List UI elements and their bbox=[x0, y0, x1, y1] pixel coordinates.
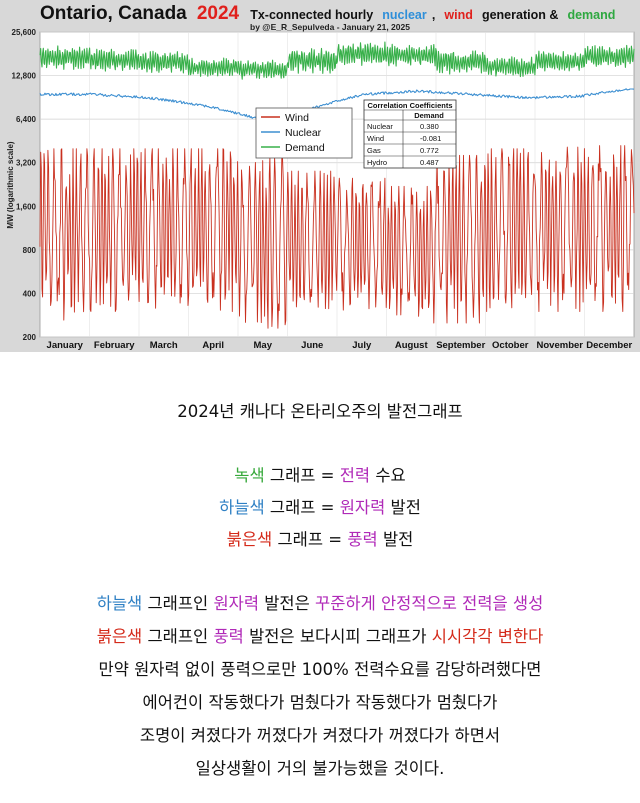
x-tick-label: March bbox=[150, 340, 178, 351]
series-line-nuclear bbox=[39, 88, 635, 119]
corr-title: Correlation Coefficients bbox=[367, 101, 452, 110]
series-line-wind bbox=[39, 145, 635, 329]
caption-text: 수요 bbox=[370, 466, 406, 485]
corr-value-nuclear: 0.380 bbox=[420, 122, 439, 131]
caption-legend-red: 붉은색 그래프 = 풍력 발전 bbox=[0, 526, 640, 550]
caption-text: 발전은 bbox=[259, 594, 316, 613]
y-tick-label: 6,400 bbox=[16, 115, 37, 124]
title-generation: generation & bbox=[482, 8, 558, 22]
caption-text: 그래프인 bbox=[142, 627, 214, 646]
corr-header: Demand bbox=[414, 111, 444, 120]
x-tick-label: August bbox=[395, 340, 429, 351]
caption-blue-word: 하늘색 bbox=[96, 594, 143, 613]
legend-label-nuclear: Nuclear bbox=[285, 127, 322, 139]
corr-label-gas: Gas bbox=[367, 146, 381, 155]
series-layer bbox=[39, 41, 635, 329]
caption-heading: 2024년 캐나다 온타리오주의 발전그래프 bbox=[177, 402, 463, 421]
x-tick-label: May bbox=[254, 340, 273, 351]
axes: 200 400 800 1,600 3,200 6,400 12,800 25,600 Janu… bbox=[12, 28, 633, 351]
caption-power-word: 전력 bbox=[339, 466, 371, 485]
y-tick-label: 3,200 bbox=[16, 159, 37, 168]
caption-nuclear-word: 원자력 bbox=[213, 594, 259, 613]
caption-text: 그래프인 bbox=[142, 594, 214, 613]
y-tick-label: 400 bbox=[23, 289, 37, 298]
corr-label-nuclear: Nuclear bbox=[367, 122, 393, 131]
x-tick-label: January bbox=[47, 340, 84, 351]
legend-label-demand: Demand bbox=[285, 142, 325, 154]
caption-text: 그래프 = bbox=[264, 498, 340, 517]
caption-legend-green: 녹색 그래프 = 전력 수요 bbox=[0, 462, 640, 486]
chart-subtitle: by @E_R_Sepulveda - January 21, 2025 bbox=[250, 22, 410, 32]
chart-svg: Ontario, Canada 2024 Tx-connected hourly… bbox=[0, 0, 640, 352]
chart-figure: Ontario, Canada 2024 Tx-connected hourly… bbox=[0, 0, 640, 352]
caption-paragraph-2: 붉은색 그래프인 풍력 발전은 보다시피 그래프가 시시각각 변한다 bbox=[0, 623, 640, 647]
caption-emphasis: 시시각각 변한다 bbox=[431, 627, 544, 646]
caption-paragraph-6: 일상생활이 거의 불가능했을 것이다. bbox=[195, 759, 445, 778]
caption-red-word: 붉은색 bbox=[226, 530, 273, 549]
x-tick-label: February bbox=[94, 340, 135, 351]
corr-value-wind: -0.081 bbox=[420, 134, 441, 143]
caption-emphasis: 꾸준하게 안정적으로 전력을 생성 bbox=[315, 594, 544, 613]
x-tick-label: November bbox=[537, 340, 584, 351]
legend-label-wind: Wind bbox=[285, 112, 309, 124]
caption-text: 그래프 = bbox=[272, 530, 348, 549]
caption-blue-word: 하늘색 bbox=[219, 498, 265, 517]
caption-paragraph-5: 조명이 켜졌다가 꺼졌다가 켜졌다가 꺼졌다가 하면서 bbox=[139, 726, 501, 745]
x-tick-label: September bbox=[436, 340, 485, 351]
caption-legend-blue: 하늘색 그래프 = 원자력 발전 bbox=[0, 494, 640, 518]
caption-wind-word: 풍력 bbox=[347, 530, 378, 549]
caption-green-word: 녹색 bbox=[234, 466, 265, 485]
x-tick-label: April bbox=[202, 340, 224, 351]
series-line-demand bbox=[39, 41, 635, 80]
x-tick-label: June bbox=[301, 340, 323, 351]
y-tick-label: 1,600 bbox=[16, 202, 37, 211]
corr-value-hydro: 0.487 bbox=[420, 158, 439, 167]
title-sep: , bbox=[432, 8, 435, 22]
corr-label-hydro: Hydro bbox=[367, 158, 387, 167]
caption-paragraph-3: 만약 원자력 없이 풍력으로만 100% 전력수요를 감당하려했다면 bbox=[98, 660, 542, 679]
x-tick-label: July bbox=[352, 340, 372, 351]
title-nuclear: nuclear bbox=[382, 8, 427, 22]
chart-title: Ontario, Canada 2024 Tx-connected hourly… bbox=[40, 3, 615, 24]
x-tick-label: December bbox=[586, 340, 632, 351]
caption-red-word: 붉은색 bbox=[96, 627, 143, 646]
title-demand: demand bbox=[567, 8, 615, 22]
caption-nuclear-word: 원자력 bbox=[339, 498, 386, 517]
caption-paragraph-4: 에어컨이 작동했다가 멈췄다가 작동했다가 멈췄다가 bbox=[142, 693, 498, 712]
caption-text: 발전 bbox=[385, 498, 421, 517]
title-wind: wind bbox=[443, 8, 472, 22]
caption-paragraph-1: 하늘색 그래프인 원자력 발전은 꾸준하게 안정적으로 전력을 생성 bbox=[0, 590, 640, 614]
caption-text: 발전은 보다시피 그래프가 bbox=[243, 627, 432, 646]
corr-value-gas: 0.772 bbox=[420, 146, 439, 155]
title-prefix: Tx-connected hourly bbox=[250, 8, 373, 22]
y-tick-label: 25,600 bbox=[12, 28, 37, 37]
caption-text: 발전 bbox=[377, 530, 414, 549]
caption-wind-word: 풍력 bbox=[213, 627, 244, 646]
x-tick-label: October bbox=[492, 340, 529, 351]
y-tick-label: 800 bbox=[23, 246, 37, 255]
corr-label-wind: Wind bbox=[367, 134, 384, 143]
title-year: 2024 bbox=[197, 3, 240, 24]
y-tick-label: 200 bbox=[23, 333, 37, 342]
title-region: Ontario, Canada bbox=[40, 3, 187, 24]
caption-text: 그래프 = bbox=[264, 466, 340, 485]
correlation-table: Correlation Coefficients Demand Nuclear … bbox=[363, 99, 457, 169]
y-tick-label: 12,800 bbox=[12, 72, 37, 81]
y-axis-label: MW (logarithmic scale) bbox=[6, 141, 15, 228]
legend: Wind Nuclear Demand bbox=[255, 107, 353, 159]
